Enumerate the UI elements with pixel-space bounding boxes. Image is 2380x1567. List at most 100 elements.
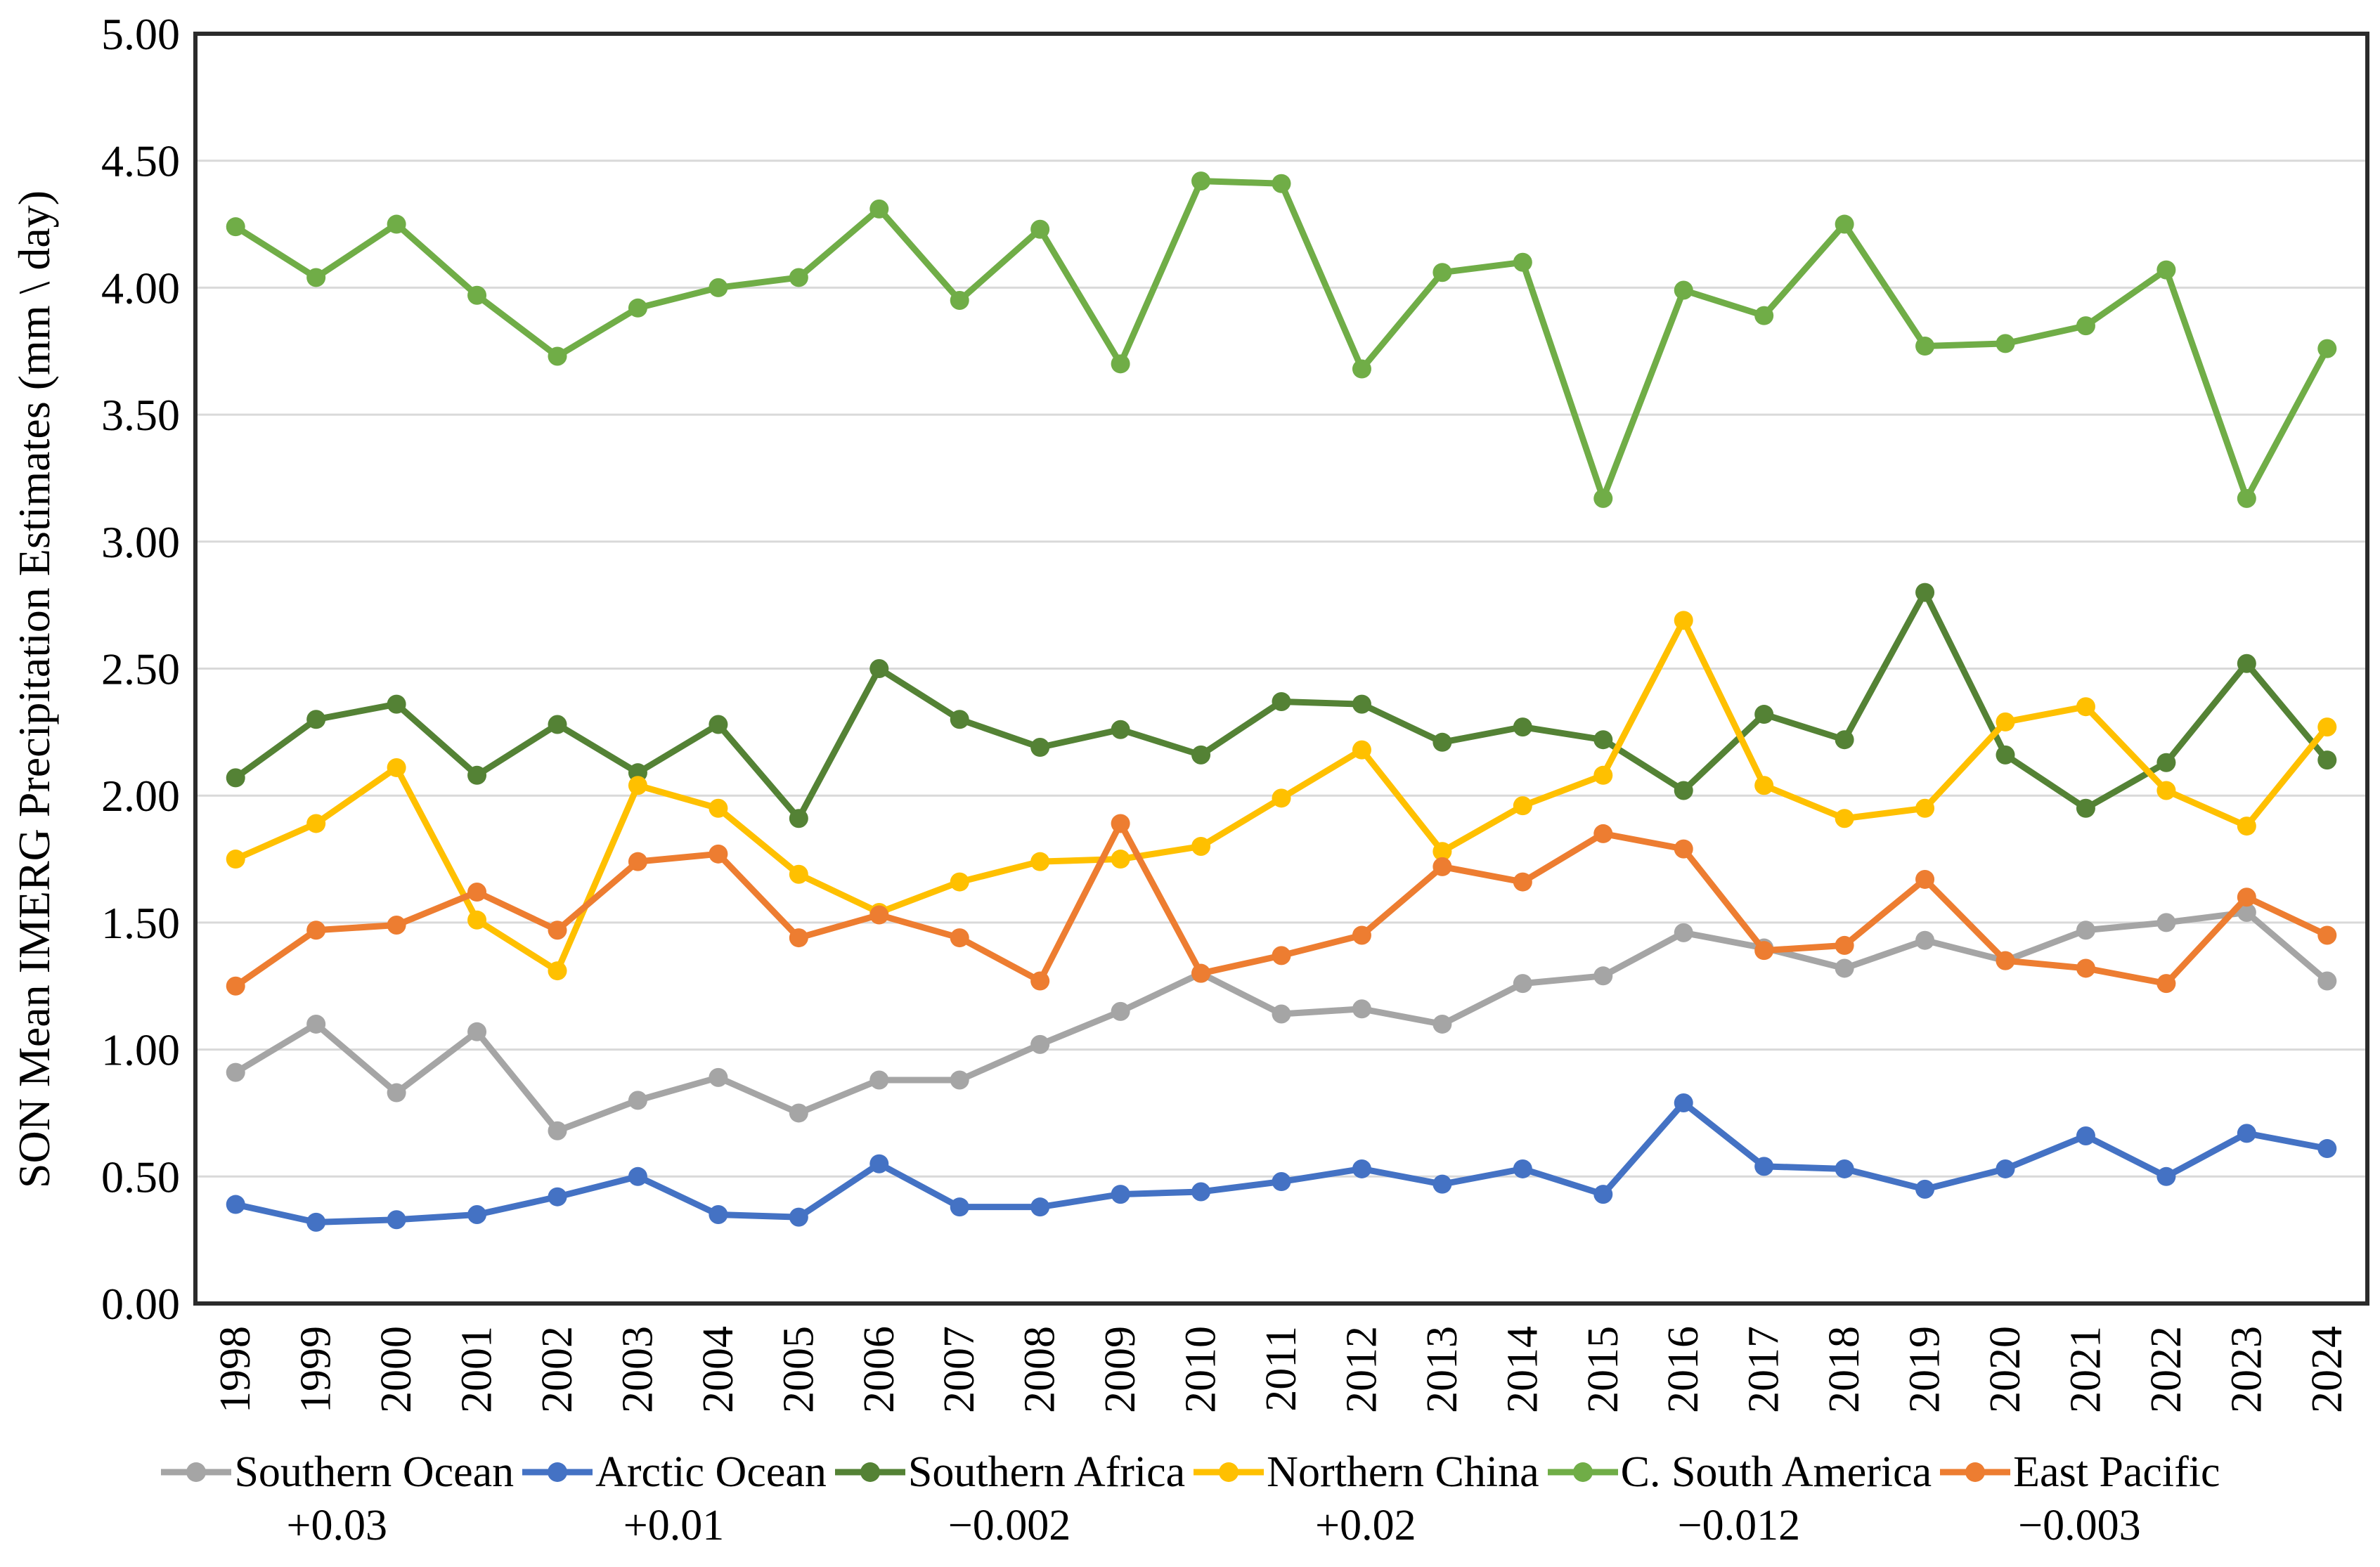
data-point-southern-ocean-2008 — [1030, 1034, 1050, 1054]
legend-dot-c-south-america — [1572, 1462, 1593, 1482]
data-point-east-pacific-2007 — [950, 928, 969, 948]
data-point-arctic-ocean-2016 — [1674, 1093, 1693, 1112]
data-point-east-pacific-2000 — [387, 916, 406, 935]
data-point-southern-africa-2018 — [1835, 730, 1854, 750]
x-tick-label-2008: 2008 — [1016, 1326, 1064, 1413]
series-markers-east-pacific — [226, 814, 2337, 996]
data-point-east-pacific-1998 — [226, 976, 245, 996]
x-tick-label-2016: 2016 — [1660, 1326, 1707, 1413]
legend-label-east-pacific: East Pacific — [2013, 1448, 2220, 1496]
y-tick-label-1.00: 1.00 — [101, 1025, 180, 1075]
data-point-southern-ocean-2011 — [1272, 1004, 1291, 1024]
data-point-east-pacific-2021 — [2076, 958, 2095, 978]
plot-border — [193, 32, 2369, 1306]
data-point-arctic-ocean-2001 — [467, 1205, 487, 1225]
data-point-southern-africa-2021 — [2076, 798, 2095, 818]
x-tick-label-2000: 2000 — [373, 1326, 420, 1413]
x-tick-label-2005: 2005 — [775, 1326, 822, 1413]
data-point-southern-africa-2011 — [1272, 691, 1291, 711]
legend-line-marker-icon-arctic-ocean — [522, 1462, 593, 1482]
chart-legend: Southern Ocean +0.03 Arctic Ocean +0.01 Sout… — [0, 1446, 2380, 1553]
legend-item-arctic-ocean: Arctic Ocean +0.01 — [521, 1446, 827, 1553]
data-point-northern-china-2020 — [1996, 712, 2015, 732]
data-point-northern-china-2017 — [1754, 776, 1774, 795]
data-point-southern-ocean-2014 — [1513, 974, 1532, 994]
data-point-c-south-america-2016 — [1674, 280, 1693, 300]
data-point-northern-china-2021 — [2076, 697, 2095, 717]
data-point-southern-africa-2008 — [1030, 738, 1050, 758]
legend-item-c-south-america: C. South America −0.012 — [1546, 1446, 1932, 1553]
x-tick-label-2018: 2018 — [1820, 1326, 1868, 1413]
data-point-east-pacific-2004 — [709, 844, 728, 864]
data-point-northern-china-2003 — [628, 776, 647, 795]
data-point-c-south-america-2022 — [2156, 260, 2176, 280]
legend-dot-southern-africa — [860, 1462, 880, 1482]
data-point-arctic-ocean-2006 — [869, 1154, 889, 1173]
data-point-c-south-america-2012 — [1352, 359, 1371, 379]
data-point-southern-africa-2005 — [789, 809, 808, 828]
data-point-northern-china-2015 — [1593, 765, 1613, 785]
x-tick-label-2019: 2019 — [1901, 1326, 1949, 1413]
data-point-southern-africa-2024 — [2317, 750, 2337, 770]
legend-trend-northern-china: +0.02 — [1315, 1502, 1416, 1549]
data-point-east-pacific-2009 — [1111, 814, 1130, 833]
data-point-c-south-america-2011 — [1272, 174, 1291, 193]
data-point-northern-china-2002 — [548, 961, 567, 981]
data-point-c-south-america-1998 — [226, 217, 245, 237]
data-point-northern-china-2010 — [1191, 836, 1211, 856]
data-point-southern-ocean-2003 — [628, 1091, 647, 1110]
x-tick-label-2007: 2007 — [936, 1326, 983, 1413]
data-point-arctic-ocean-2008 — [1030, 1197, 1050, 1217]
data-point-arctic-ocean-2021 — [2076, 1126, 2095, 1145]
data-point-arctic-ocean-2005 — [789, 1207, 808, 1227]
x-tick-label-2002: 2002 — [533, 1326, 581, 1413]
data-point-southern-ocean-2004 — [709, 1067, 728, 1087]
x-tick-label-2013: 2013 — [1418, 1326, 1466, 1413]
legend-dot-east-pacific — [1965, 1462, 1986, 1482]
y-tick-label-0.50: 0.50 — [101, 1152, 180, 1202]
legend-item-southern-africa: Southern Africa −0.002 — [834, 1446, 1185, 1553]
data-point-southern-ocean-2022 — [2156, 913, 2176, 932]
data-point-east-pacific-2008 — [1030, 971, 1050, 991]
data-point-southern-africa-2022 — [2156, 753, 2176, 772]
legend-entry-c-south-america: C. South America — [1546, 1446, 1932, 1498]
data-point-arctic-ocean-1998 — [226, 1195, 245, 1214]
data-point-northern-china-2011 — [1272, 788, 1291, 808]
data-point-northern-china-2024 — [2317, 717, 2337, 737]
data-point-southern-ocean-2005 — [789, 1103, 808, 1123]
data-point-northern-china-2004 — [709, 798, 728, 818]
legend-trend-east-pacific: −0.003 — [2018, 1502, 2141, 1549]
x-tick-label-2004: 2004 — [694, 1326, 742, 1413]
x-tick-label-2009: 2009 — [1097, 1326, 1144, 1413]
data-point-east-pacific-2011 — [1272, 946, 1291, 965]
x-tick-label-2023: 2023 — [2223, 1326, 2270, 1413]
x-tick-label-2021: 2021 — [2062, 1326, 2109, 1413]
data-point-east-pacific-2024 — [2317, 925, 2337, 945]
data-point-southern-africa-2002 — [548, 715, 567, 734]
data-point-c-south-america-2017 — [1754, 306, 1774, 325]
data-point-arctic-ocean-2010 — [1191, 1182, 1211, 1202]
series-markers-southern-africa — [226, 583, 2337, 828]
data-point-arctic-ocean-2013 — [1432, 1174, 1452, 1194]
x-tick-label-2003: 2003 — [614, 1326, 661, 1413]
y-tick-label-2.00: 2.00 — [101, 771, 180, 821]
legend-line-marker-icon-southern-africa — [834, 1462, 905, 1482]
data-point-c-south-america-2008 — [1030, 219, 1050, 239]
data-point-southern-ocean-2002 — [548, 1121, 567, 1140]
x-tick-label-2020: 2020 — [1981, 1326, 2029, 1413]
data-point-southern-africa-2009 — [1111, 720, 1130, 739]
series-markers-northern-china — [226, 611, 2337, 981]
data-point-northern-china-2009 — [1111, 850, 1130, 869]
data-point-southern-ocean-2016 — [1674, 923, 1693, 942]
x-tick-label-1999: 1999 — [292, 1326, 340, 1413]
data-point-c-south-america-2003 — [628, 298, 647, 318]
data-point-c-south-america-2010 — [1191, 171, 1211, 191]
data-point-northern-china-1999 — [306, 814, 326, 833]
data-point-east-pacific-2013 — [1432, 857, 1452, 876]
data-point-northern-china-2007 — [950, 872, 969, 892]
legend-item-northern-china: Northern China +0.02 — [1192, 1446, 1539, 1553]
x-tick-label-2014: 2014 — [1499, 1326, 1546, 1413]
data-point-arctic-ocean-2019 — [1915, 1179, 1935, 1199]
legend-entry-east-pacific: East Pacific — [1939, 1446, 2220, 1498]
